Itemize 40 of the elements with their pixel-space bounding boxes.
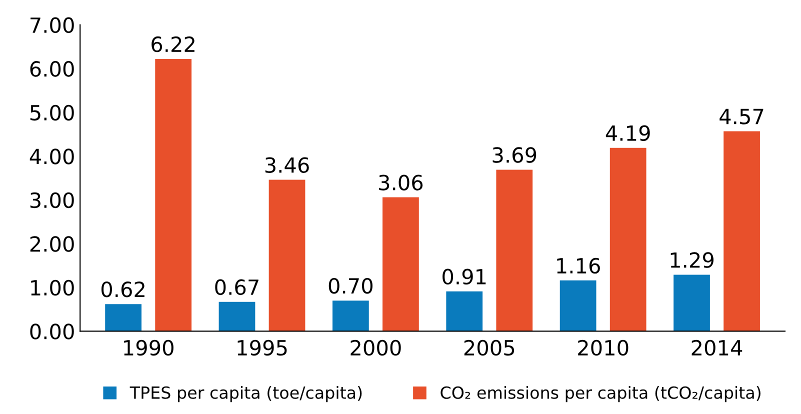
legend-label: TPES per capita (toe/capita) [130,386,362,402]
bar [382,197,419,332]
data-label: 0.67 [215,279,258,296]
legend-label: CO₂ emissions per capita (tCO₂/capita) [440,386,760,402]
data-label: 1.16 [557,258,600,274]
data-label: 3.06 [379,174,423,190]
data-label: 4.57 [720,108,764,124]
bar [724,131,760,332]
data-label: 0.62 [101,281,144,298]
data-label: 0.70 [328,278,372,294]
bar [610,148,646,332]
y-tick-label: 4.00 [30,148,74,164]
bar [446,291,483,332]
y-tick-label: 6.00 [30,61,74,77]
y-tick-label: 7.00 [30,17,74,34]
bar [496,170,533,332]
data-label: 4.19 [606,125,650,142]
data-label: 3.46 [265,157,309,173]
bar [332,300,369,332]
data-label: 1.29 [670,252,714,268]
y-tick-label: 5.00 [30,104,74,121]
y-tick-label: 2.00 [30,236,74,252]
bar [105,304,142,332]
x-tick-label: 2014 [692,340,742,356]
y-tick-label: 0.00 [30,324,74,340]
data-label: 0.91 [442,268,486,285]
x-tick-label: 1990 [124,340,174,356]
bar [155,58,192,332]
data-label: 3.69 [492,147,536,163]
bar [674,274,710,332]
bar [218,302,256,332]
data-label: 6.22 [152,36,194,52]
x-tick-label: 2005 [464,340,514,356]
bar [268,180,306,332]
x-tick-label: 2010 [578,340,628,356]
y-tick-label: 3.00 [30,192,74,208]
y-tick-label: 1.00 [31,280,74,296]
x-tick-label: 2000 [350,340,401,356]
bar [560,280,596,332]
x-tick-label: 1995 [238,340,287,356]
